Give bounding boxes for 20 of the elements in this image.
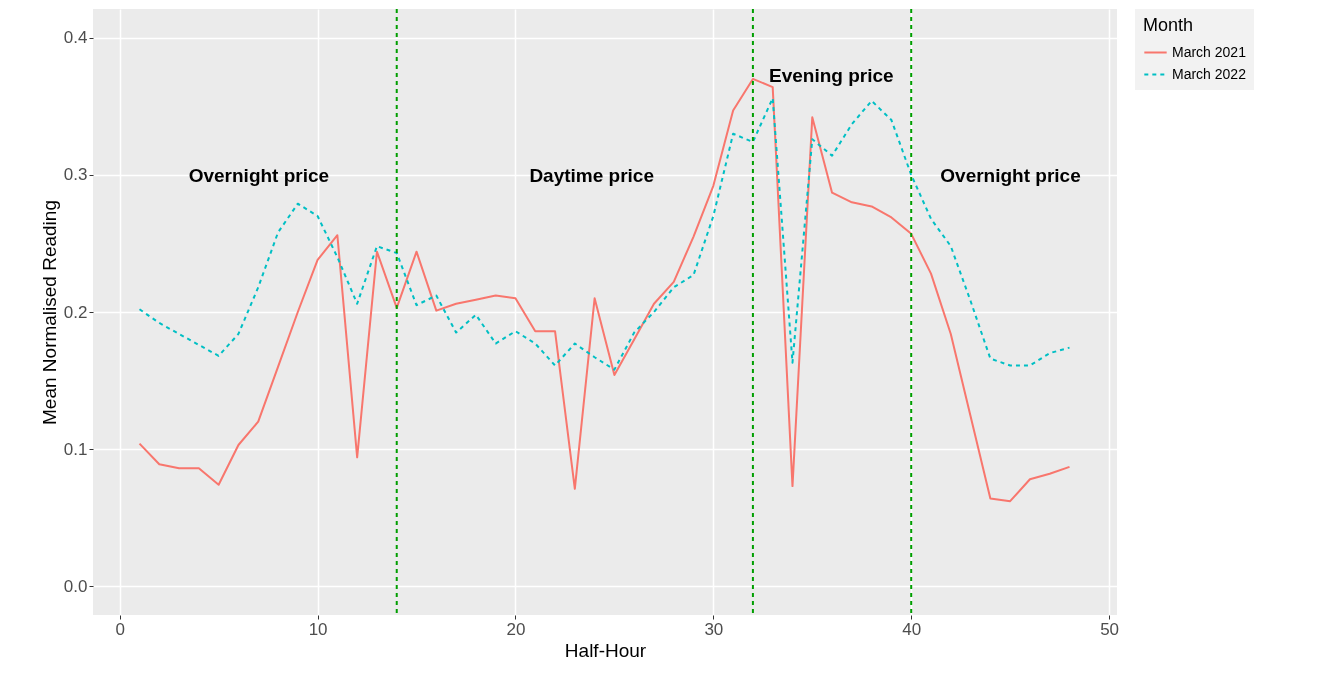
x-axis-title: Half-Hour: [564, 639, 647, 661]
y-tick-label: 0.1: [63, 439, 88, 459]
y-tick-label: 0.0: [63, 576, 88, 596]
annotation: Daytime price: [529, 164, 654, 186]
x-tick-label: 0: [115, 619, 125, 639]
legend-title: Month: [1143, 15, 1194, 35]
annotation: Overnight price: [940, 164, 1081, 186]
y-tick-label: 0.2: [63, 302, 88, 322]
y-tick-label: 0.4: [63, 28, 88, 48]
annotation: Overnight price: [188, 164, 330, 186]
y-tick-label: 0.3: [63, 165, 88, 185]
legend-label: March 2021: [1172, 43, 1247, 60]
y-axis-title: Mean Normalised Reading: [38, 200, 60, 425]
x-tick-label: 40: [902, 619, 922, 639]
x-tick-label: 50: [1100, 619, 1120, 639]
x-tick-label: 30: [704, 619, 724, 639]
annotation: Evening price: [769, 64, 894, 86]
x-tick-label: 20: [506, 619, 526, 639]
x-tick-label: 10: [308, 619, 328, 639]
legend-label: March 2022: [1172, 65, 1247, 82]
